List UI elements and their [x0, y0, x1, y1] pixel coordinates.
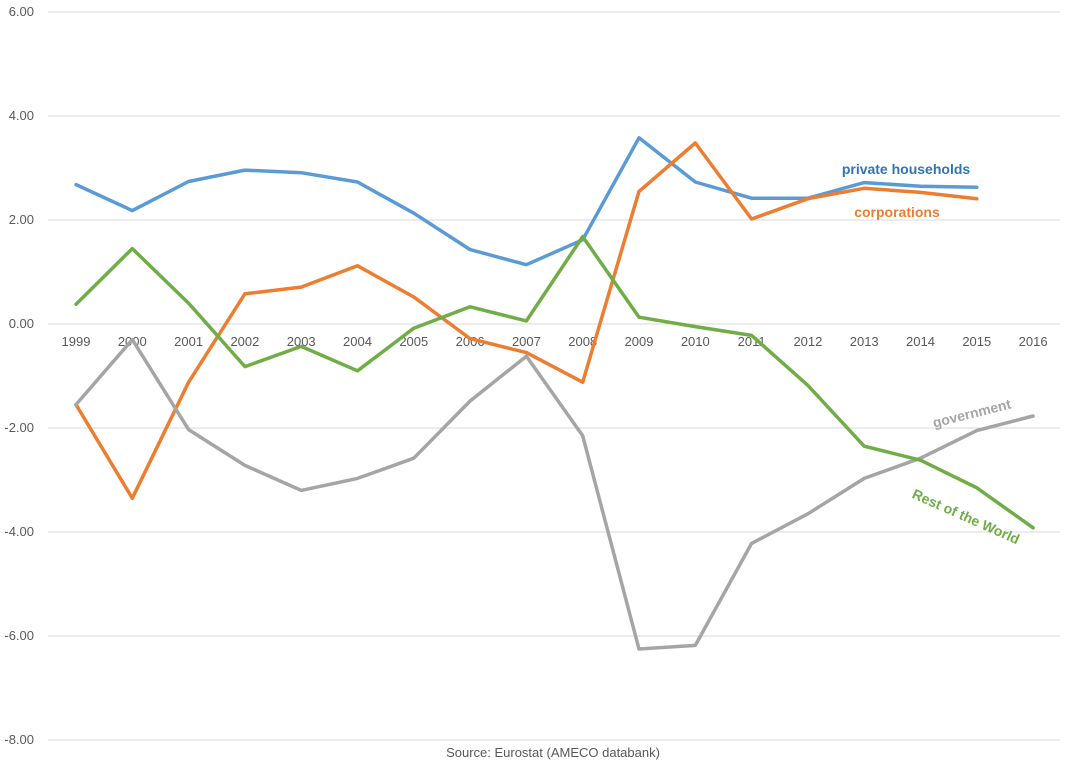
- y-tick-label: -8.00: [4, 732, 34, 747]
- x-tick-label: 2009: [625, 334, 654, 349]
- y-tick-label: 6.00: [9, 4, 34, 19]
- x-tick-label: 2002: [230, 334, 259, 349]
- y-tick-label: 4.00: [9, 108, 34, 123]
- x-tick-label: 2005: [399, 334, 428, 349]
- x-tick-label: 2006: [456, 334, 485, 349]
- series-label-rest-of-the-world: Rest of the World: [910, 486, 1022, 548]
- x-tick-label: 2008: [568, 334, 597, 349]
- x-tick-label: 2003: [287, 334, 316, 349]
- y-tick-label: -4.00: [4, 524, 34, 539]
- series-line-government: [74, 337, 1035, 651]
- x-tick-label: 2004: [343, 334, 372, 349]
- y-tick-label: -6.00: [4, 628, 34, 643]
- y-tick-label: -2.00: [4, 420, 34, 435]
- x-tick-label: 2012: [793, 334, 822, 349]
- source-note: Source: Eurostat (AMECO databank): [446, 745, 660, 760]
- y-tick-label: 2.00: [9, 212, 34, 227]
- series-line-private-households: [74, 136, 979, 267]
- x-tick-label: 2013: [850, 334, 879, 349]
- series-lines: [74, 136, 1035, 651]
- y-tick-label: 0.00: [9, 316, 34, 331]
- series-label-private-households: private households: [842, 161, 971, 177]
- series-line-corporations: [74, 141, 979, 500]
- series-label-corporations: corporations: [854, 204, 940, 220]
- x-tick-label: 2010: [681, 334, 710, 349]
- x-tick-label: 2014: [906, 334, 935, 349]
- gridlines: [48, 11, 1060, 741]
- x-tick-label: 2007: [512, 334, 541, 349]
- series-line-rest-of-the-world: [74, 234, 1035, 530]
- x-tick-label: 2001: [174, 334, 203, 349]
- x-tick-label: 2015: [962, 334, 991, 349]
- y-axis-ticks: 6.00 4.00 2.00 0.00 -2.00 -4.00 -6.00 -8.00: [4, 4, 34, 747]
- x-tick-label: 1999: [62, 334, 91, 349]
- x-tick-label: 2016: [1019, 334, 1048, 349]
- x-axis-ticks: 1999 2000 2001 2002 2003 2004 2005 2006 2007 2008…: [62, 334, 1048, 349]
- x-tick-label: 2011: [738, 334, 766, 349]
